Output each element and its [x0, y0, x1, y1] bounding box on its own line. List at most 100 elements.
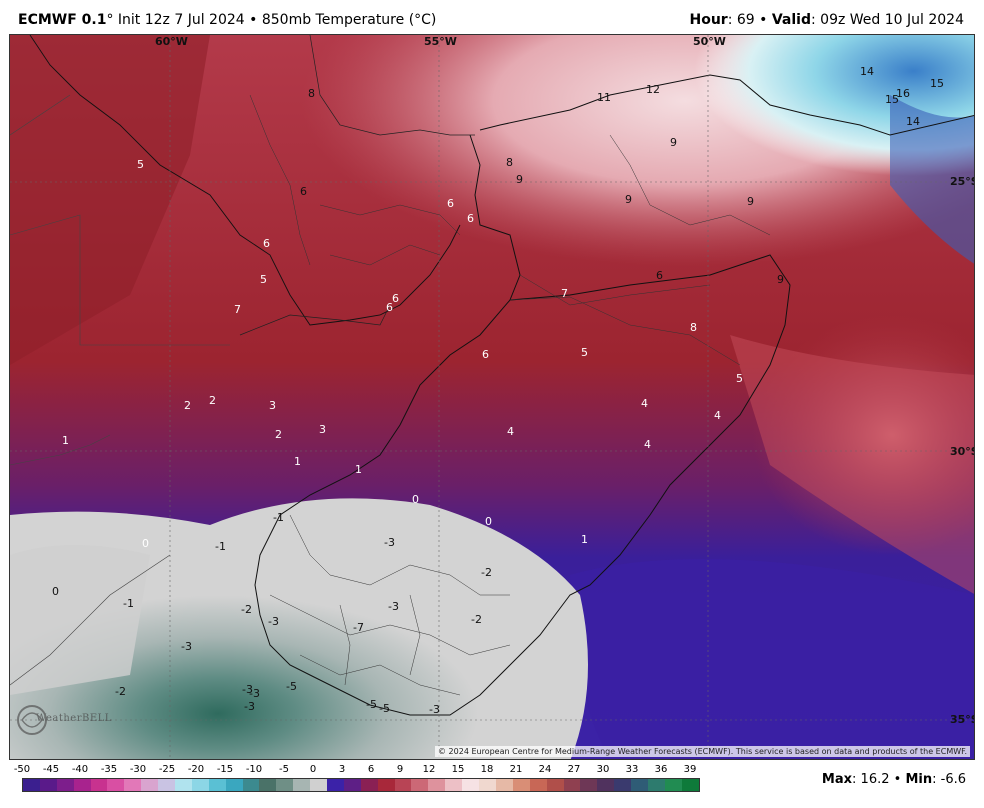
logo-swirl-icon [17, 705, 47, 735]
colorbar-tick-label: 27 [567, 764, 581, 775]
contour-label: -5 [286, 680, 297, 693]
colorbar-swatch [242, 779, 260, 791]
contour-label: 15 [930, 77, 944, 90]
contour-label: 9 [747, 195, 754, 208]
contour-label: 9 [516, 173, 523, 186]
contour-label: -2 [115, 685, 126, 698]
valid-label: Valid [771, 12, 811, 28]
colorbar-swatch [428, 779, 446, 791]
colorbar-tick-label: -15 [216, 764, 234, 775]
contour-label: 4 [644, 438, 651, 451]
colorbar-swatch [529, 779, 547, 791]
colorbar-tick-label: 24 [538, 764, 552, 775]
contour-label: -3 [244, 700, 255, 713]
contour-label: 6 [656, 269, 663, 282]
colorbar-tick-label: -30 [129, 764, 147, 775]
contour-label: 5 [137, 158, 144, 171]
lat-label: 25°S [950, 175, 975, 188]
init-time: Init 12z 7 Jul 2024 [117, 12, 245, 28]
contour-label: 6 [263, 237, 270, 250]
contour-label: 2 [184, 399, 191, 412]
contour-label: 8 [690, 321, 697, 334]
contour-label: 5 [260, 273, 267, 286]
graticule [10, 35, 974, 759]
colorbar-tick-label: -10 [245, 764, 263, 775]
contour-label: 8 [506, 156, 513, 169]
colorbar-tick-label: 3 [338, 764, 346, 775]
contour-label: 7 [561, 287, 568, 300]
contour-label: 4 [714, 409, 721, 422]
max-label: Max [821, 772, 853, 787]
colorbar-swatch [631, 779, 648, 791]
contour-label: 0 [485, 515, 492, 528]
colorbar-tick-label: -35 [100, 764, 118, 775]
header: ECMWF 0.1° Init 12z 7 Jul 2024 • 850mb T… [0, 0, 984, 34]
contour-label: 6 [386, 301, 393, 314]
colorbar-tick-label: 33 [625, 764, 639, 775]
contour-label: 4 [641, 397, 648, 410]
colorbar-swatch [56, 779, 74, 791]
contour-label: 6 [392, 292, 399, 305]
colorbar [22, 778, 700, 792]
contour-label: 1 [581, 533, 588, 546]
field-name: 850mb Temperature (°C) [261, 12, 437, 28]
hour-value: : 69 [727, 12, 755, 28]
colorbar-swatch [597, 779, 615, 791]
colorbar-swatch [512, 779, 530, 791]
contour-label: 0 [412, 493, 419, 506]
contour-label: -3 [268, 615, 279, 628]
contour-label: 1 [62, 434, 69, 447]
stats-bullet: • [893, 772, 902, 787]
max-min-stats: Max: 16.2 • Min: -6.6 [822, 772, 966, 787]
colorbar-swatch [546, 779, 564, 791]
colorbar-swatch [377, 779, 395, 791]
contour-label: 2 [275, 428, 282, 441]
contour-label: -1 [273, 511, 284, 524]
colorbar-swatch [495, 779, 513, 791]
contour-label: 6 [482, 348, 489, 361]
colorbar-ticks: -50 -45 -40 -35 -30 -25 -20 -15 -10 -5 0 3 6 9 12 15 18 2… [0, 764, 984, 778]
contour-label: 7 [234, 303, 241, 316]
contour-label: 16 [896, 87, 910, 100]
colorbar-tick-label: 30 [596, 764, 610, 775]
colorbar-swatch [191, 779, 209, 791]
degree-symbol: ° [106, 12, 114, 28]
colorbar-tick-label: -40 [71, 764, 89, 775]
contour-label: 8 [308, 87, 315, 100]
colorbar-swatch [208, 779, 226, 791]
colorbar-tick-label: -45 [42, 764, 60, 775]
contour-label: 6 [467, 212, 474, 225]
contour-label: 12 [646, 83, 660, 96]
contour-label: 5 [736, 372, 743, 385]
colorbar-swatch [563, 779, 581, 791]
colorbar-tick-label: 6 [367, 764, 375, 775]
contour-label: -5 [379, 702, 390, 715]
valid-value: : 09z Wed 10 Jul 2024 [811, 12, 964, 28]
contour-label: -3 [242, 683, 253, 696]
colorbar-swatch [614, 779, 632, 791]
valid-info: Hour: 69 • Valid: 09z Wed 10 Jul 2024 [689, 12, 964, 28]
contour-label: -2 [481, 566, 492, 579]
contour-label: 15 [885, 93, 899, 106]
contour-label: -1 [215, 540, 226, 553]
colorbar-swatch [411, 779, 429, 791]
colorbar-swatch [23, 779, 40, 791]
contour-label: 1 [294, 455, 301, 468]
colorbar-tick-label: -20 [187, 764, 205, 775]
colorbar-swatch [39, 779, 57, 791]
weatherbell-logo: WeatherBELL [14, 701, 111, 739]
contour-label: 5 [581, 346, 588, 359]
colorbar-tick-label: 21 [509, 764, 523, 775]
colorbar-tick-label: 0 [309, 764, 317, 775]
temperature-map[interactable]: 60°W 55°W 50°W 25°S 30°S 35°S 8 11 12 14 15 1… [9, 34, 975, 760]
colorbar-swatch [647, 779, 665, 791]
contour-label: 6 [300, 185, 307, 198]
colorbar-swatch [276, 779, 294, 791]
lon-label: 60°W [155, 35, 188, 48]
logo-text: WeatherBELL [36, 713, 112, 724]
colorbar-swatch [479, 779, 496, 791]
colorbar-tick-label: 18 [480, 764, 494, 775]
colorbar-swatch [580, 779, 598, 791]
contour-label: 11 [597, 91, 611, 104]
